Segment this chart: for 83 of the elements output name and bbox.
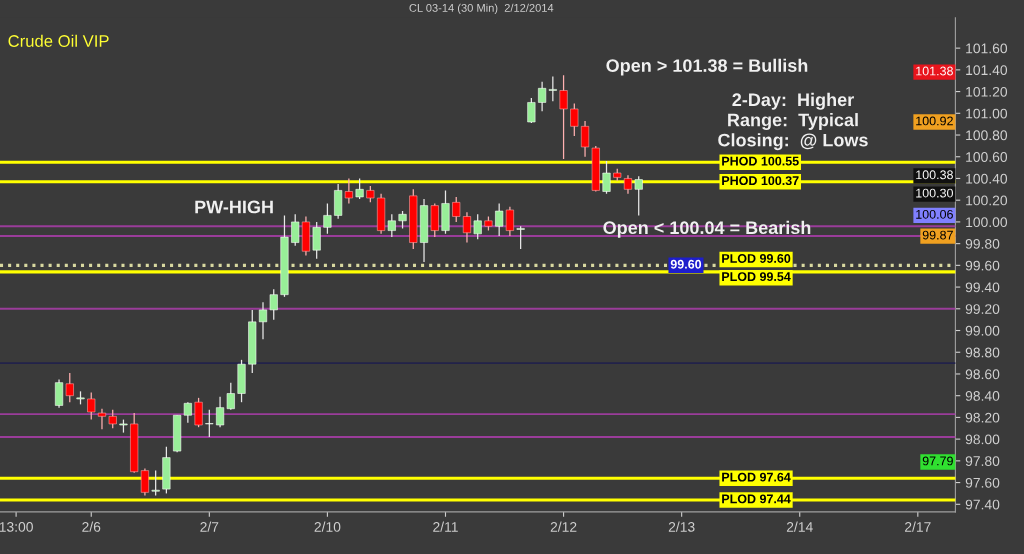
y-tick-label: 97.40 [965,499,1000,510]
annotation: 100.06 [916,209,953,219]
candlestick [269,288,278,321]
candlestick [97,408,107,430]
x-tick-label: 2/6 [82,521,101,532]
x-tick-label: 2/11 [433,521,458,532]
candlestick [226,382,235,411]
annotation: Open > 101.38 = Bullish [606,58,808,76]
candlestick [505,206,514,237]
y-tick-label: 100.60 [966,152,1008,162]
candlestick [312,221,321,260]
y-tick-label: 97.80 [965,456,1000,467]
candlestick [473,213,482,240]
candlestick [495,202,504,237]
x-tick-label: 2/10 [314,521,341,532]
candlestick [602,160,611,195]
y-tick-label: 98.20 [965,412,1000,423]
ref-line-label: PHOD 100.37 [722,176,799,186]
annotation: 101.38 [916,66,953,76]
annotation: 99.60 [670,259,702,269]
candlestick [387,213,396,238]
candlestick [581,120,590,158]
candlestick [570,102,579,137]
candlestick [151,469,160,497]
candlestick [108,409,117,429]
annotation: 100.30 [916,188,953,198]
y-tick-label: 99.20 [965,304,1000,314]
candlestick [140,467,149,497]
ref-line-label: PLOD 97.44 [722,494,791,504]
candlestick [344,177,353,205]
annotation: 2-Day: Higher Range: Typical Closing: @ Lows [718,92,868,151]
candlestick [527,97,536,124]
candlestick [462,211,471,244]
chart-title: CL 03-14 (30 Min) 2/12/2014 [409,3,554,15]
y-tick-label: 99.00 [965,325,1000,336]
ref-line-label: PLOD 97.64 [722,472,791,482]
candlestick [623,174,633,195]
y-tick-label: 98.60 [965,369,1000,380]
candlestick [516,225,525,250]
candlestick [87,391,96,421]
y-tick-label: 101.40 [966,65,1008,76]
y-tick-label: 98.40 [965,391,1000,401]
y-tick-label: 98.00 [965,434,1000,445]
ref-line-label: PHOD 100.55 [722,156,799,166]
y-tick-label: 101.00 [966,108,1008,119]
annotation: Open < 100.04 = Bearish [603,220,811,238]
candlestick [291,213,300,247]
x-tick-label: 13:00 [0,521,33,532]
candlestick [205,409,214,438]
x-tick-label: 2/17 [905,521,931,532]
x-tick-label: 2/7 [200,521,219,532]
y-tick-label: 100.40 [966,173,1008,184]
annotation: PW-HIGH [195,200,273,214]
ref-line-label: PLOD 99.54 [722,272,791,282]
text: Crude Oil VIP [8,34,109,47]
candlestick [634,175,643,217]
x-tick-label: 2/12 [550,521,577,532]
y-tick-label: 99.40 [965,282,1000,293]
annotation: 99.87 [922,230,953,240]
annotation: 100.92 [916,116,953,126]
y-tick-label: 99.80 [965,238,1000,249]
annotation: 100.38 [916,170,953,180]
y-tick-label: 99.60 [965,260,1000,271]
candlestick [323,202,332,235]
x-tick-label: 2/13 [668,521,695,532]
ref-line-label: PLOD 99.60 [722,254,791,263]
y-tick-label: 98.80 [965,347,1000,358]
y-tick-label: 101.60 [966,43,1008,54]
candlestick [452,196,461,223]
candlestick [355,177,364,200]
candlestick [559,74,568,160]
candlestick [55,378,64,409]
y-tick-label: 97.60 [965,477,1000,488]
candlestick [65,372,74,403]
y-tick-label: 100.20 [966,195,1008,206]
x-tick-label: 2/14 [786,521,813,532]
candlestick [194,397,203,428]
annotation: 97.79 [922,456,953,466]
candlestick [216,396,225,428]
y-tick-label: 100.00 [966,217,1008,228]
candlestick [258,301,268,340]
y-tick-label: 100.80 [966,130,1008,141]
y-tick-label: 101.20 [966,86,1008,97]
